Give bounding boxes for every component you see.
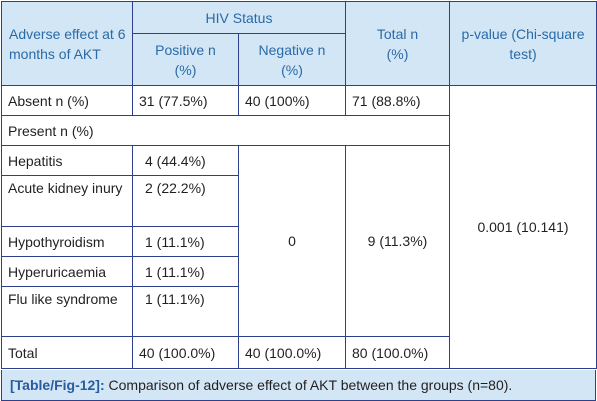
row-label-present: Present n (%) [0, 115, 451, 146]
cell-total-positive: 40 (100.0%) [132, 336, 239, 369]
header-adverse-effect: Adverse effect at 6 months of AKT [1, 1, 133, 86]
row-label-hypothyroidism: Hypothyroidism [1, 226, 133, 257]
table-row: Flu like syndrome 1 (11.1%) [1, 286, 597, 337]
table-row: Total 40 (100.0%) 40 (100.0%) 80 (100.0%… [1, 336, 597, 369]
table-row: Hyperuricaemia 1 (11.1%) [1, 256, 597, 287]
caption-reference: [Table/Fig-12]: [10, 377, 105, 393]
row-label-acute-kidney-injury: Acute kidney inury [1, 175, 133, 227]
table-row: Absent n (%) 31 (77.5%) 40 (100%) 71 (88… [1, 85, 597, 369]
adverse-effects-table: Adverse effect at 6 months of AKT HIV St… [0, 1, 597, 369]
table-row: Acute kidney inury 2 (22.2%) [1, 175, 597, 227]
row-label-hepatitis: Hepatitis [1, 145, 133, 176]
row-label-absent: Absent n (%) [1, 85, 133, 116]
cell-hyperuricaemia-positive: 1 (11.1%) [132, 256, 239, 287]
row-label-flu-like-syndrome: Flu like syndrome [1, 286, 133, 337]
header-hiv-status: HIV Status [131, 1, 347, 34]
cell-absent-positive: 31 (77.5%) [132, 85, 239, 116]
table-row: Present n (%) [0, 115, 597, 146]
cell-total-negative: 40 (100.0%) [237, 336, 347, 369]
cell-total-total: 80 (100.0%) [345, 336, 451, 369]
cell-absent-negative: 40 (100%) [237, 85, 347, 116]
table-row: Hypothyroidism 1 (11.1%) [1, 226, 597, 257]
header-total: Total n (%) [345, 1, 451, 86]
cell-present-total: 9 (11.3%) [345, 145, 451, 337]
table-caption: [Table/Fig-12]: Comparison of adverse ef… [1, 370, 596, 401]
row-label-hyperuricaemia: Hyperuricaemia [1, 256, 133, 287]
header-negative: Negative n (%) [237, 33, 347, 86]
header-positive: Positive n (%) [132, 33, 239, 86]
cell-absent-total: 71 (88.8%) [345, 85, 451, 116]
caption-text: Comparison of adverse effect of AKT betw… [104, 377, 513, 393]
cell-p-value: 0.001 (10.141) [449, 85, 597, 369]
cell-hypothyroidism-positive: 1 (11.1%) [132, 226, 239, 257]
table-row: Hepatitis 4 (44.4%) 0 9 (11.3%) [1, 145, 597, 337]
row-label-total: Total [1, 336, 133, 369]
cell-flu-positive: 1 (11.1%) [132, 286, 239, 337]
cell-aki-positive: 2 (22.2%) [132, 175, 239, 227]
cell-present-negative: 0 [237, 145, 347, 337]
header-p-value: p-value (Chi-square test) [449, 1, 597, 86]
cell-hepatitis-positive: 4 (44.4%) [132, 145, 239, 176]
